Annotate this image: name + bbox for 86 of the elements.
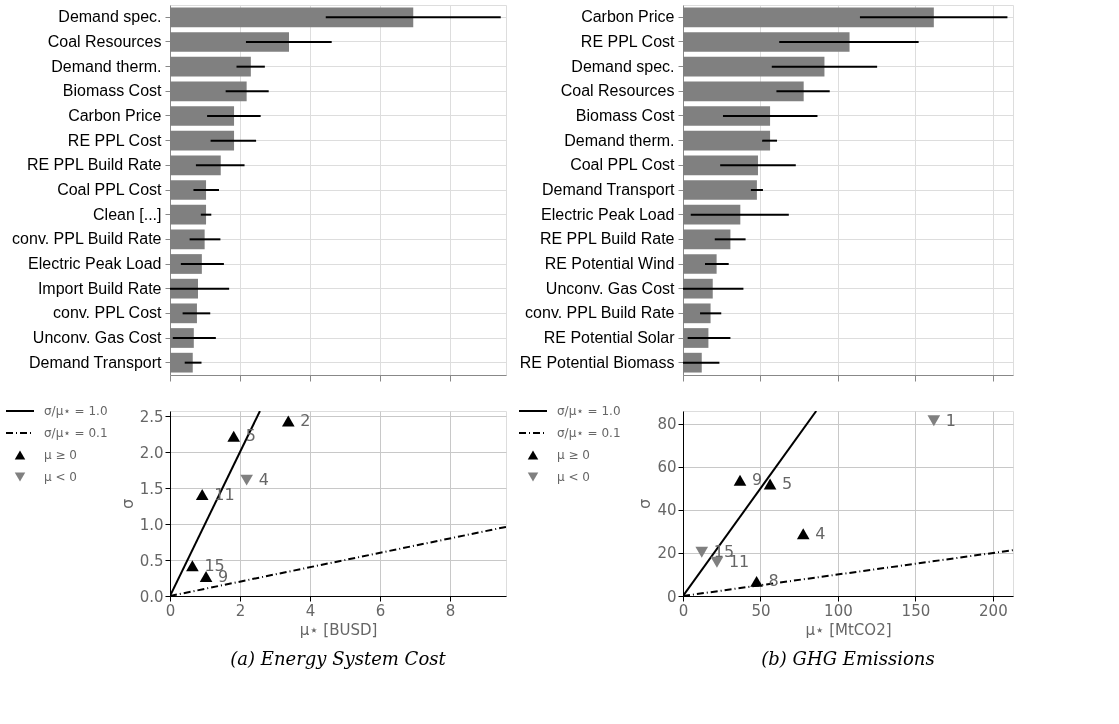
y-tick-label: 60 (657, 458, 677, 477)
y-tick-label: RE PPL Cost (67, 131, 163, 149)
y-tick-label: Demand spec. (58, 8, 162, 26)
annotation: 4 (815, 523, 826, 543)
x-tick-label: 50 (751, 601, 771, 620)
point (750, 575, 763, 587)
y-tick-label: RE Potential Biomass (519, 353, 675, 371)
y-tick-label: Biomass Cost (62, 82, 163, 100)
text: (b) GHG Emissions (761, 648, 935, 669)
point (240, 474, 253, 486)
x-tick-label: 100 (824, 601, 853, 620)
y-tick-label: 20 (657, 544, 677, 563)
y-axis-title: σ (117, 498, 137, 510)
y-tick-label: Demand therm. (564, 131, 675, 149)
y-tick-label: Demand therm. (51, 57, 162, 75)
x-tick-label: 4 (305, 601, 316, 620)
annotation: 4 (258, 470, 269, 490)
y-tick-label: Unconv. Gas Cost (32, 329, 163, 346)
y-tick-label: Unconv. Gas Cost (545, 279, 676, 297)
y-tick-label: Import Build Rate (37, 279, 162, 297)
legend-label: σ/μ⋆ = 1.0 (557, 404, 621, 418)
x-tick-label: 150 (901, 601, 931, 620)
annotation: 1 (945, 410, 957, 430)
y-tick-label: 1.0 (139, 515, 164, 534)
y-tick-label: 1.5 (139, 479, 164, 498)
y-tick-label: conv. PPL Cost (53, 304, 163, 322)
y-tick-label: 40 (657, 501, 677, 520)
point (927, 415, 941, 427)
x-axis-title: μ⋆ [BUSD] (299, 620, 378, 639)
text: (a) Energy System Cost (230, 648, 447, 669)
y-tick-label: RE Potential Solar (543, 329, 676, 346)
y-tick-label: Demand Transport (541, 181, 676, 198)
y-tick-label: Demand Transport (28, 353, 163, 371)
annotation: 5 (782, 473, 793, 493)
annotation: 9 (752, 470, 763, 490)
annotation: 5 (245, 426, 256, 446)
y-tick-label: Electric Peak Load (28, 255, 162, 272)
point (199, 571, 213, 583)
x-tick-label: 6 (375, 601, 386, 620)
x-tick-label: 8 (445, 601, 456, 620)
y-tick-label: RE PPL Cost (580, 33, 676, 50)
y-tick-label: Coal PPL Cost (570, 156, 676, 174)
annotation: 2 (300, 411, 311, 431)
x-axis-title: μ⋆ [MtCO2] (805, 620, 892, 639)
y-tick-label: 0 (666, 587, 677, 606)
point (710, 556, 724, 568)
legend-label: μ < 0 (557, 470, 590, 484)
y-tick-label: Carbon Price (68, 107, 162, 124)
y-tick-label: conv. PPL Build Rate (12, 230, 162, 248)
y-tick-label: RE PPL Build Rate (26, 156, 162, 174)
x-tick-label: 0 (678, 601, 689, 620)
point (763, 478, 777, 490)
x-tick-label: 200 (979, 601, 1008, 620)
legend-label: σ/μ⋆ = 0.1 (44, 426, 108, 440)
x-tick-label: 0 (165, 601, 176, 620)
y-axis-title: σ (635, 498, 655, 510)
point (695, 546, 709, 558)
y-tick-label: RE PPL Build Rate (539, 230, 675, 248)
y-tick-label: 2.0 (139, 443, 164, 462)
legend-label: μ ≥ 0 (557, 448, 590, 462)
legend-label: σ/μ⋆ = 1.0 (44, 404, 108, 418)
y-tick-label: Coal Resources (47, 33, 162, 50)
y-tick-label: 0.5 (139, 551, 164, 570)
point (186, 560, 199, 572)
point (281, 415, 295, 427)
legend-label: σ/μ⋆ = 0.1 (557, 426, 621, 440)
y-tick-label: 2.5 (139, 407, 164, 426)
y-tick-label: 80 (657, 415, 677, 434)
y-tick-label: RE Potential Wind (544, 255, 675, 272)
legend-label: μ ≥ 0 (44, 448, 77, 462)
x-tick-label: 2 (235, 601, 246, 620)
y-tick-label: Coal Resources (560, 82, 675, 100)
y-tick-label: Carbon Price (581, 8, 675, 26)
point (733, 474, 747, 486)
y-tick-label: Biomass Cost (575, 107, 676, 124)
point (796, 528, 810, 540)
point (195, 489, 209, 500)
y-tick-label: Clean [...] (93, 205, 162, 223)
y-tick-label: Coal PPL Cost (57, 181, 163, 198)
y-tick-label: Demand spec. (571, 57, 675, 75)
y-tick-label: 0.0 (139, 587, 164, 606)
y-tick-label: Electric Peak Load (541, 205, 675, 223)
point (227, 430, 241, 442)
y-tick-label: conv. PPL Build Rate (525, 304, 675, 322)
legend-label: μ < 0 (44, 470, 77, 484)
annotation: 8 (768, 571, 779, 591)
